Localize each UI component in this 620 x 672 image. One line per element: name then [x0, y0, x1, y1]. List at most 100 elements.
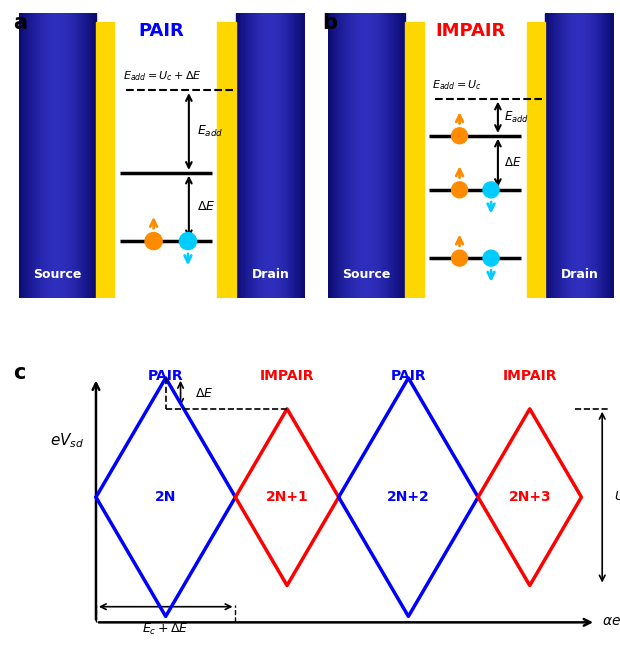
Bar	[356, 13, 358, 298]
Bar	[384, 13, 386, 298]
Bar	[281, 13, 283, 298]
Bar	[55, 13, 57, 298]
Bar	[303, 13, 305, 298]
Bar	[389, 13, 391, 298]
Bar	[61, 13, 63, 298]
Bar	[337, 13, 339, 298]
Bar	[293, 13, 294, 298]
Bar	[284, 13, 286, 298]
Text: PAIR: PAIR	[391, 369, 426, 383]
Bar	[243, 13, 245, 298]
Bar	[259, 13, 260, 298]
Bar	[330, 13, 332, 298]
Bar	[355, 13, 356, 298]
Bar	[374, 13, 376, 298]
Bar	[598, 13, 600, 298]
Bar	[380, 13, 382, 298]
Bar	[71, 13, 73, 298]
Bar	[393, 13, 396, 298]
Bar	[264, 13, 265, 298]
Bar	[94, 13, 96, 298]
Bar	[562, 13, 564, 298]
Bar	[248, 13, 250, 298]
Bar	[334, 13, 335, 298]
Bar	[253, 13, 255, 298]
Bar	[366, 13, 368, 298]
Bar	[82, 13, 84, 298]
Bar	[602, 13, 603, 298]
Text: $\Delta E$: $\Delta E$	[503, 157, 521, 169]
Bar	[283, 13, 284, 298]
Bar	[370, 13, 372, 298]
Bar	[593, 13, 595, 298]
Bar	[557, 13, 559, 298]
Bar	[347, 13, 349, 298]
Bar	[257, 13, 259, 298]
Text: $\Delta E$: $\Delta E$	[195, 387, 214, 400]
Bar	[368, 13, 370, 298]
Circle shape	[179, 233, 197, 249]
Bar	[265, 13, 267, 298]
Bar	[567, 13, 569, 298]
Text: $U_c$: $U_c$	[614, 490, 620, 505]
Bar	[272, 13, 274, 298]
Bar	[262, 13, 264, 298]
Bar	[30, 13, 32, 298]
Bar	[587, 13, 588, 298]
Bar	[238, 13, 239, 298]
Bar	[48, 13, 50, 298]
Text: $E_{add}=U_c+\Delta E$: $E_{add}=U_c+\Delta E$	[123, 69, 202, 83]
Text: PAIR: PAIR	[139, 22, 185, 40]
Bar	[564, 13, 565, 298]
Bar	[299, 13, 301, 298]
Bar	[301, 13, 303, 298]
Bar	[288, 13, 290, 298]
Text: $E_{add}$: $E_{add}$	[503, 110, 529, 125]
Bar	[32, 13, 34, 298]
Bar	[423, 13, 526, 298]
Bar	[571, 13, 573, 298]
Bar	[268, 13, 270, 298]
Bar	[69, 13, 71, 298]
Bar	[81, 13, 82, 298]
Bar	[372, 13, 374, 298]
Bar	[578, 13, 580, 298]
Bar	[574, 13, 576, 298]
Bar	[596, 13, 598, 298]
Bar	[353, 13, 355, 298]
Bar	[38, 13, 40, 298]
Bar	[294, 13, 296, 298]
Text: PAIR: PAIR	[148, 369, 184, 383]
Bar	[351, 13, 353, 298]
Bar	[569, 13, 571, 298]
Bar	[57, 13, 59, 298]
Bar	[73, 13, 74, 298]
Bar	[363, 13, 365, 298]
Bar	[332, 13, 334, 298]
Bar	[397, 13, 399, 298]
Text: Source: Source	[33, 268, 81, 281]
Bar	[382, 13, 384, 298]
Bar	[42, 13, 43, 298]
Bar	[403, 13, 405, 298]
Text: 2N+3: 2N+3	[508, 490, 551, 504]
Bar	[554, 13, 556, 298]
Circle shape	[483, 250, 499, 266]
Text: b: b	[322, 13, 337, 34]
Bar	[585, 13, 587, 298]
Bar	[40, 13, 42, 298]
Bar	[547, 13, 549, 298]
Bar	[358, 13, 360, 298]
Bar	[559, 13, 560, 298]
Text: $E_{add}$: $E_{add}$	[197, 124, 224, 139]
Bar	[53, 13, 55, 298]
Bar	[245, 13, 246, 298]
Bar	[296, 13, 298, 298]
Text: IMPAIR: IMPAIR	[436, 22, 506, 40]
Bar	[260, 13, 262, 298]
Bar	[573, 13, 574, 298]
Bar	[46, 13, 48, 298]
Bar	[274, 13, 275, 298]
Bar	[576, 13, 578, 298]
Bar	[51, 13, 53, 298]
